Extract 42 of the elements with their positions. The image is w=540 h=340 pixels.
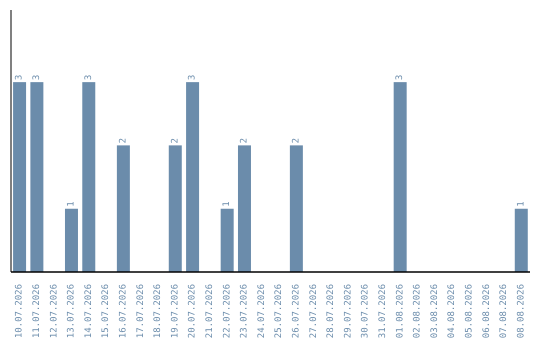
x-tick-label: 24.07.2026 [256, 284, 267, 338]
x-tick-label: 15.07.2026 [101, 284, 112, 338]
x-tick-label: 11.07.2026 [32, 284, 42, 338]
data-label: 2 [118, 138, 128, 144]
x-tick-label: 21.07.2026 [204, 284, 215, 338]
x-tick-label: 23.07.2026 [240, 284, 250, 338]
x-tick-label: 22.07.2026 [222, 284, 232, 338]
x-tick-label: 13.07.2026 [66, 284, 77, 338]
x-tick-label: 26.07.2026 [291, 284, 302, 338]
x-tick-label: 17.07.2026 [136, 284, 146, 338]
x-tick-label: 05.08.2026 [464, 284, 474, 338]
x-tick-label: 14.07.2026 [84, 284, 94, 338]
x-tick-label: 25.07.2026 [274, 284, 284, 338]
x-tick-label: 04.08.2026 [447, 284, 458, 338]
x-tick-label: 07.08.2026 [499, 284, 510, 338]
data-label: 1 [516, 201, 526, 207]
x-tick-label: 03.08.2026 [430, 284, 440, 338]
x-tick-label: 01.08.2026 [395, 284, 406, 338]
x-tick-label: 19.07.2026 [170, 284, 180, 338]
data-label: 2 [239, 138, 250, 144]
data-label: 3 [14, 74, 25, 80]
data-label: 2 [291, 138, 302, 144]
data-label: 2 [170, 138, 180, 144]
x-tick-label: 02.08.2026 [412, 284, 423, 338]
x-tick-label: 16.07.2026 [118, 284, 128, 338]
x-tick-label: 10.07.2026 [14, 284, 25, 338]
x-tick-label: 29.07.2026 [343, 284, 354, 338]
data-label: 3 [395, 74, 406, 80]
data-label: 1 [222, 201, 232, 207]
x-tick-label: 18.07.2026 [153, 284, 164, 338]
x-tick-label: 27.07.2026 [308, 284, 319, 338]
data-label: 3 [84, 74, 94, 80]
x-tick-label: 06.08.2026 [482, 284, 492, 338]
data-label: 1 [66, 201, 76, 207]
x-tick-label: 28.07.2026 [326, 284, 336, 338]
x-tick-label: 08.08.2026 [516, 284, 526, 338]
x-tick-label: 31.07.2026 [378, 284, 388, 338]
x-tick-label: 20.07.2026 [188, 284, 198, 338]
data-label: 3 [32, 74, 42, 80]
data-label: 3 [188, 74, 198, 80]
x-tick-label: 30.07.2026 [360, 284, 371, 338]
x-tick-label: 12.07.2026 [49, 284, 60, 338]
